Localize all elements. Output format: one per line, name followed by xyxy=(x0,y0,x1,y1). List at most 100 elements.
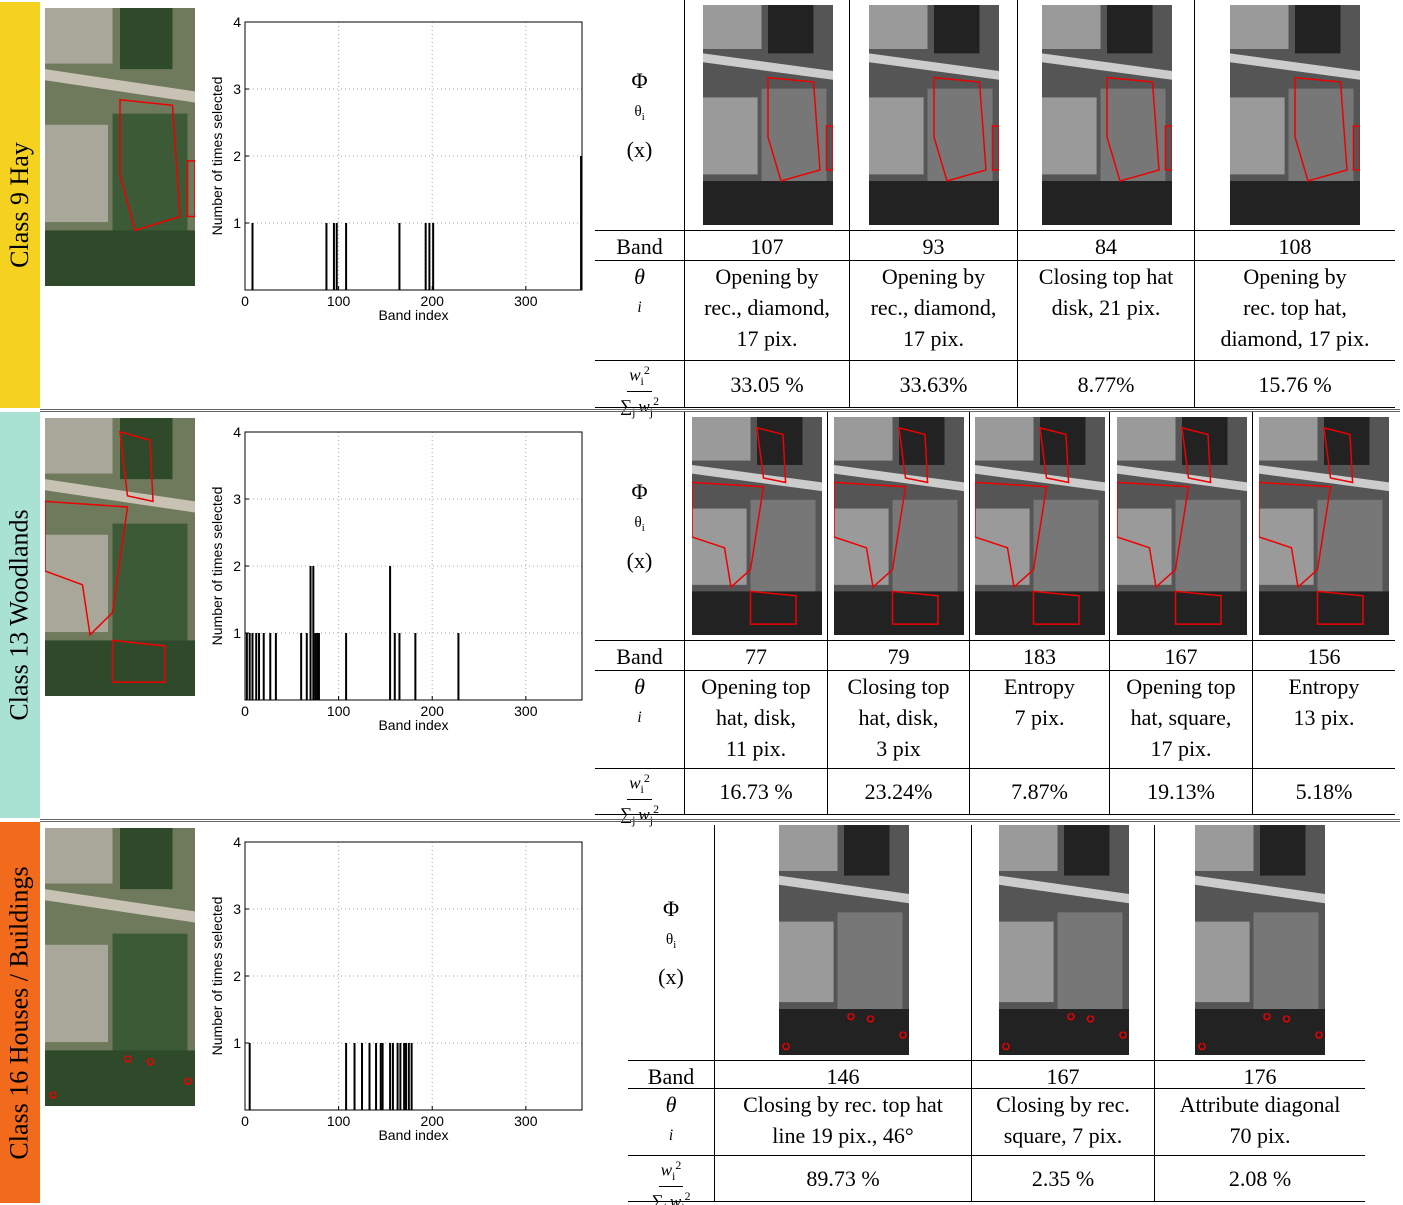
region-outline xyxy=(1259,426,1364,625)
field xyxy=(998,921,1054,1003)
math-subscript: θi xyxy=(634,96,644,133)
table-cell: 23.24% xyxy=(828,768,970,815)
field xyxy=(778,825,837,871)
math-symbol: w xyxy=(660,1160,673,1180)
row-header: Band xyxy=(616,234,663,259)
weight-value: 89.73 % xyxy=(806,1166,880,1191)
field xyxy=(869,181,999,225)
field xyxy=(1295,5,1341,54)
theta-line: 70 pix. xyxy=(1229,1123,1291,1148)
y-axis-label: Number of times selected xyxy=(209,77,225,236)
table-cell: 8.77% xyxy=(1018,360,1195,408)
table-cell: Closing top hat, disk, 3 pix xyxy=(828,670,970,768)
math-subscript: i xyxy=(672,1169,676,1184)
field xyxy=(1288,88,1354,188)
field xyxy=(45,640,195,696)
scene-image xyxy=(869,5,999,225)
scene-image xyxy=(975,417,1105,635)
field xyxy=(756,417,802,465)
math-superscript: 2 xyxy=(653,394,660,409)
table-cell: Opening by rec. top hat, diamond, 17 pix. xyxy=(1195,260,1395,360)
math-symbol: w xyxy=(629,773,641,793)
math-symbol: w xyxy=(629,365,641,385)
y-tick-label: 2 xyxy=(233,558,241,574)
theta-line: hat, square, xyxy=(1130,705,1232,730)
math-subscript: θ xyxy=(634,103,642,121)
field xyxy=(702,5,761,49)
road xyxy=(1230,53,1360,80)
math-subscript: i xyxy=(637,709,642,726)
x-tick-label: 200 xyxy=(421,703,445,719)
table-cell xyxy=(685,412,828,640)
math-operator: ∑ xyxy=(619,804,633,824)
weight-value: 8.77% xyxy=(1077,371,1135,397)
table-cell: Closing by rec. square, 7 pix. xyxy=(972,1088,1155,1155)
theta-line: Opening by xyxy=(715,264,819,289)
field xyxy=(761,88,826,188)
math-subscript: i xyxy=(642,112,645,124)
math-symbol: θ xyxy=(665,1092,677,1117)
math-subscript: i xyxy=(673,939,677,952)
theta-line: 17 pix. xyxy=(736,326,798,351)
road xyxy=(45,479,195,513)
math-subscript: j xyxy=(649,405,654,420)
scene-image xyxy=(1041,5,1172,225)
scene-image xyxy=(778,825,909,1055)
band-value: 146 xyxy=(826,1064,860,1089)
field xyxy=(1175,499,1240,598)
x-tick-label: 0 xyxy=(241,293,249,309)
math-argument: (x) xyxy=(626,136,653,162)
math-argument: (x) xyxy=(658,964,684,990)
math-subscript: i xyxy=(641,111,645,124)
math-subscript: θi xyxy=(666,924,676,961)
scene-image xyxy=(1259,417,1389,635)
y-tick-label: 3 xyxy=(233,81,241,97)
field xyxy=(1041,181,1172,225)
row-separator xyxy=(40,409,1400,412)
theta-line: 13 pix. xyxy=(1293,705,1355,730)
band-value: 107 xyxy=(750,234,784,259)
x-tick-label: 300 xyxy=(514,1113,538,1129)
weight-value: 2.35 % xyxy=(1031,1166,1095,1191)
math-subscript: j xyxy=(649,813,654,828)
theta-line: 17 pix. xyxy=(1150,736,1212,761)
theta-line: Closing by rec. xyxy=(996,1092,1130,1117)
theta-line: Entropy xyxy=(1004,674,1075,699)
x-tick-label: 100 xyxy=(327,293,351,309)
math-subscript: θi xyxy=(634,507,644,544)
field xyxy=(45,828,113,884)
table-cell: 33.05 % xyxy=(685,360,850,408)
region-outline xyxy=(49,1055,192,1099)
band-value: 77 xyxy=(745,644,767,669)
field xyxy=(843,825,889,876)
field xyxy=(975,591,1105,635)
math-superscript: 2 xyxy=(643,771,650,785)
scene-image xyxy=(834,417,964,635)
field xyxy=(691,591,822,635)
table-cell xyxy=(1253,412,1395,640)
field xyxy=(892,499,958,598)
field xyxy=(1063,825,1109,876)
field xyxy=(1230,97,1285,175)
class-label: Class 16 Houses / Buildings xyxy=(0,822,40,1203)
field xyxy=(998,1009,1129,1055)
x-axis-label: Band index xyxy=(378,307,448,323)
theta-line: disk, 21 pix. xyxy=(1051,295,1161,320)
math-subscript: i xyxy=(637,299,642,316)
y-tick-label: 4 xyxy=(233,424,241,440)
theta-line: rec., diamond, xyxy=(704,295,830,320)
field xyxy=(1106,5,1152,54)
chart: 0 100 200 300 1 2 3 4 Band index Number of times … xyxy=(209,834,583,1143)
weight-value: 15.76 % xyxy=(1258,371,1332,397)
x-tick-label: 200 xyxy=(421,293,445,309)
region-outline xyxy=(1198,1012,1323,1051)
field xyxy=(1040,417,1086,465)
scene-image xyxy=(45,418,195,696)
field xyxy=(120,828,173,890)
weight-value: 5.18% xyxy=(1295,779,1353,804)
table-cell: Band xyxy=(595,640,685,670)
field xyxy=(45,534,108,633)
